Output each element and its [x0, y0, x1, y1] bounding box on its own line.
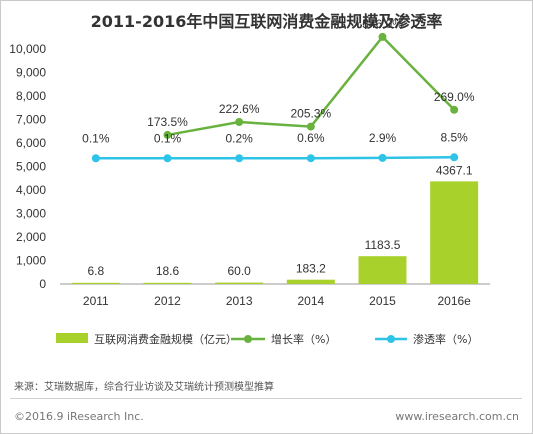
penetration-rate-point	[450, 153, 459, 162]
x-tick-label: 2012	[154, 294, 181, 308]
growth-rate-label: 546.0%	[362, 17, 403, 31]
legend-swatch-bar	[56, 333, 88, 343]
footer-divider	[10, 398, 522, 399]
bar	[71, 282, 120, 284]
y-tick-label: 3,000	[16, 207, 46, 221]
y-tick-label: 0	[39, 277, 46, 291]
legend-label-bar: 互联网消费金融规模（亿元）	[94, 332, 237, 346]
x-tick-label: 2013	[226, 294, 253, 308]
y-tick-label: 4,000	[16, 183, 46, 197]
penetration-rate-point	[163, 154, 172, 163]
y-tick-label: 9,000	[16, 66, 46, 80]
y-tick-label: 5,000	[16, 160, 46, 174]
website-text: www.iresearch.com.cn	[395, 410, 519, 423]
legend-marker-penetration	[387, 335, 395, 343]
y-tick-label: 1,000	[16, 254, 46, 268]
bar-value-label: 4367.1	[436, 163, 473, 177]
copyright-text: ©2016.9 iResearch Inc.	[14, 410, 144, 423]
bar-value-label: 60.0	[227, 264, 251, 278]
chart-title: 2011-2016年中国互联网消费金融规模及渗透率	[90, 12, 443, 31]
y-tick-label: 7,000	[16, 113, 46, 127]
penetration-rate-point	[378, 153, 387, 162]
penetration-rate-label: 0.2%	[225, 131, 253, 145]
bar	[143, 282, 192, 284]
legend-marker-growth	[244, 335, 252, 343]
growth-rate-label: 205.3%	[290, 107, 331, 121]
penetration-rate-line	[95, 156, 455, 160]
x-tick-label: 2011	[83, 294, 109, 308]
bar	[286, 279, 335, 284]
bar	[430, 181, 479, 284]
penetration-rate-point	[235, 154, 244, 163]
penetration-rate-label: 0.1%	[82, 131, 110, 145]
x-tick-label: 2015	[369, 294, 396, 308]
bar	[358, 256, 407, 284]
bar-value-label: 18.6	[156, 264, 180, 278]
y-tick-label: 10,000	[9, 42, 46, 56]
y-tick-label: 8,000	[16, 89, 46, 103]
penetration-rate-label: 0.1%	[154, 131, 182, 145]
growth-rate-label: 173.5%	[147, 115, 188, 129]
penetration-rate-point	[91, 154, 100, 163]
growth-rate-label: 269.0%	[434, 90, 475, 104]
x-tick-label: 2016e	[437, 294, 471, 308]
bar-value-label: 183.2	[296, 262, 326, 276]
growth-rate-label: 222.6%	[219, 102, 260, 116]
legend-label-penetration: 渗透率（%）	[413, 332, 478, 346]
growth-rate-point	[378, 32, 387, 41]
penetration-rate-point	[306, 154, 315, 163]
legend-label-growth: 增长率（%）	[271, 332, 336, 346]
growth-rate-point	[235, 118, 244, 127]
y-tick-label: 2,000	[16, 230, 46, 244]
growth-rate-point	[450, 105, 459, 114]
y-tick-label: 6,000	[16, 136, 46, 150]
x-tick-label: 2014	[297, 294, 324, 308]
penetration-rate-label: 0.6%	[297, 131, 325, 145]
source-note: 来源：艾瑞数据库，综合行业访谈及艾瑞统计预测模型推算	[14, 382, 274, 393]
penetration-rate-label: 8.5%	[440, 130, 468, 144]
bar-value-label: 6.8	[87, 264, 104, 278]
growth-rate-point	[306, 122, 315, 131]
bar-value-label: 1183.5	[365, 238, 401, 252]
growth-rate-point	[163, 130, 172, 139]
bar	[215, 282, 264, 284]
penetration-rate-label: 2.9%	[369, 131, 397, 145]
